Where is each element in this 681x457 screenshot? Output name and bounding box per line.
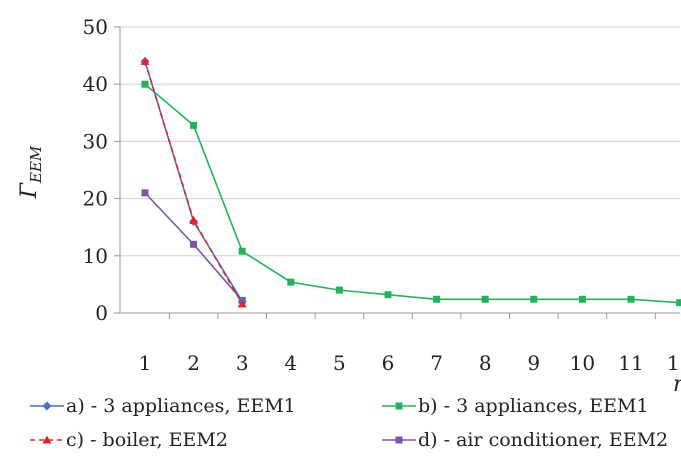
- data-point: [190, 121, 198, 129]
- x-axis-label: n: [673, 372, 681, 397]
- legend: a) - 3 appliances, EEM1 b) - 3 appliances…: [30, 395, 668, 451]
- legend-label: b) - 3 appliances, EEM1: [418, 395, 649, 417]
- y-tick-label: 20: [83, 187, 108, 211]
- gridlines: [114, 26, 680, 314]
- x-tick-label: 6: [382, 351, 395, 375]
- data-point: [141, 189, 149, 197]
- series-d: [141, 189, 246, 304]
- x-tick-label: 1: [139, 351, 152, 375]
- series-line: [144, 83, 680, 304]
- data-point: [530, 295, 538, 303]
- data-point: [676, 299, 681, 307]
- legend-item: a) - 3 appliances, EEM1: [30, 395, 296, 417]
- data-point: [578, 295, 586, 303]
- x-tick-label: 3: [236, 351, 249, 375]
- x-tick-label: 2: [187, 351, 200, 375]
- y-axis-label-main: Γ: [17, 182, 42, 199]
- data-point: [42, 401, 52, 411]
- data-point: [287, 278, 295, 286]
- series-layer: [140, 56, 681, 308]
- y-tick-label: 30: [83, 129, 108, 153]
- data-point: [395, 436, 403, 444]
- data-point: [433, 295, 441, 303]
- x-tick-label: 10: [570, 351, 595, 375]
- y-axis-label-sub: EEM: [27, 145, 45, 184]
- x-tick-label: 7: [430, 351, 443, 375]
- data-point: [395, 402, 403, 410]
- data-point: [237, 299, 247, 308]
- y-tick-label: 40: [83, 72, 108, 96]
- y-tick-label: 50: [83, 15, 108, 39]
- y-tick-label: 0: [95, 301, 108, 325]
- series-c: [140, 56, 247, 308]
- data-point: [335, 286, 343, 294]
- legend-item: c) - boiler, EEM2: [30, 429, 228, 451]
- data-point: [189, 215, 199, 224]
- data-point: [141, 80, 149, 88]
- data-point: [238, 247, 246, 255]
- series-line: [144, 61, 243, 305]
- data-point: [42, 435, 52, 444]
- data-point: [481, 295, 489, 303]
- y-tick-label: 10: [83, 244, 108, 268]
- legend-label: c) - boiler, EEM2: [66, 429, 228, 451]
- x-tick-label: 9: [527, 351, 540, 375]
- y-axis-label: ΓEEM: [17, 145, 45, 199]
- data-point: [627, 295, 635, 303]
- x-axis: 123456789101112: [139, 313, 681, 375]
- x-tick-label: 8: [479, 351, 492, 375]
- x-tick-label: 12: [667, 351, 681, 375]
- data-point: [384, 291, 392, 299]
- x-tick-label: 11: [618, 351, 643, 375]
- data-point: [190, 240, 198, 248]
- x-tick-label: 4: [284, 351, 297, 375]
- y-axis-ticks: 0 10 20 30 40 50: [83, 15, 108, 325]
- series-b: [141, 80, 681, 307]
- legend-label: a) - 3 appliances, EEM1: [66, 395, 296, 417]
- x-tick-label: 5: [333, 351, 346, 375]
- data-point: [140, 56, 150, 65]
- legend-item: b) - 3 appliances, EEM1: [382, 395, 649, 417]
- legend-label: d) - air conditioner, EEM2: [418, 429, 668, 451]
- legend-item: d) - air conditioner, EEM2: [382, 429, 668, 451]
